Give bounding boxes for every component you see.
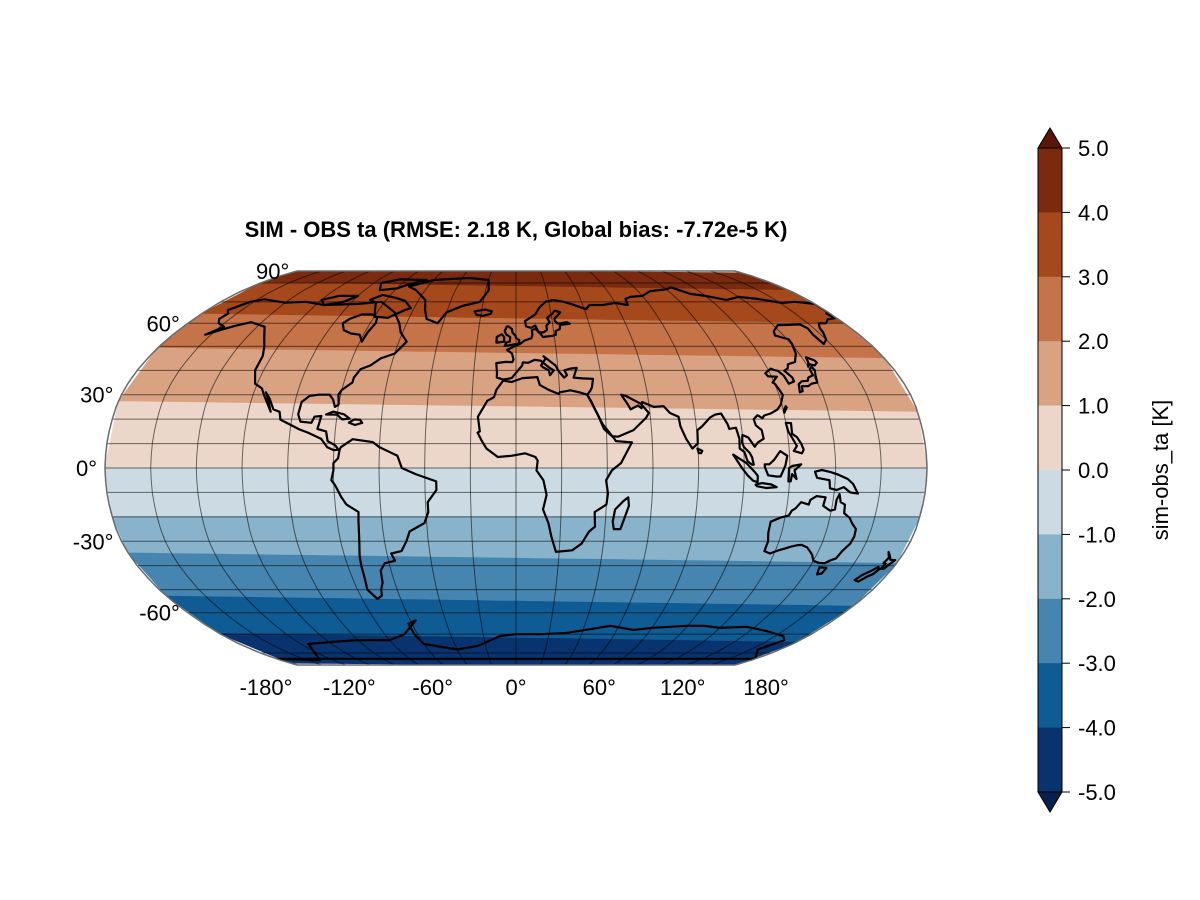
map-boundary	[104, 270, 928, 666]
longitude-tick-label: -60°	[412, 675, 453, 700]
coastline-path	[347, 418, 364, 427]
longitude-tick-label: 60°	[583, 675, 616, 700]
latitude-tick-labels: 90° 60° 30° 0° -30° -60°	[73, 259, 290, 626]
longitude-tick-labels: -180° -120° -60° 0° 60° 120° 180°	[240, 675, 789, 700]
coastline-path	[696, 447, 704, 455]
coastline-path	[495, 286, 837, 466]
colorbar-tick-label: 3.0	[1078, 265, 1109, 290]
coastline-path	[330, 438, 438, 601]
colorbar-level	[1038, 727, 1062, 793]
coastline-path	[473, 308, 493, 317]
colorbar-level	[1038, 148, 1062, 213]
longitude-tick-label: 0°	[505, 675, 526, 700]
coastline-path	[763, 493, 857, 565]
coastline-path	[476, 376, 633, 553]
meridian-line	[539, 271, 563, 665]
meridian-line	[378, 271, 444, 665]
colorbar-tick-labels: 5.0 4.0 3.0 2.0 1.0 0.0 -1.0 -2.0 -3.0 -4.0 -5.0	[1062, 136, 1116, 805]
coastline-path	[503, 325, 521, 348]
colorbar-level	[1038, 470, 1062, 535]
meridian-line	[710, 271, 882, 665]
longitude-tick-label: 120°	[660, 675, 706, 700]
coastline-path	[879, 550, 897, 570]
meridian-line	[195, 271, 347, 665]
coastline-path	[341, 313, 379, 343]
coastline-path	[320, 294, 360, 307]
coastline-path	[611, 496, 630, 531]
latitude-tick-label: 90°	[256, 259, 289, 284]
latitude-tick-label: -60°	[139, 601, 180, 626]
coastline-path	[732, 453, 759, 484]
meridian-line	[469, 271, 493, 665]
longitude-tick-label: 180°	[743, 675, 789, 700]
coastline-path	[538, 309, 571, 339]
coastlines	[204, 276, 897, 662]
colorbar	[1037, 127, 1063, 813]
meridian-line	[287, 271, 395, 665]
coastline-path	[378, 278, 428, 292]
colorbar-extend-top	[1037, 127, 1063, 149]
meridian-line	[685, 271, 837, 665]
coastline-path	[495, 333, 506, 344]
colorbar-tick-label: -4.0	[1078, 716, 1116, 741]
coastline-path	[324, 410, 351, 421]
colorbar-level	[1038, 276, 1062, 342]
latitude-tick-label: 60°	[147, 311, 180, 336]
latitude-tick-label: 30°	[80, 383, 113, 408]
colorbar-level	[1038, 405, 1062, 471]
colorbar-tick-label: 0.0	[1078, 458, 1109, 483]
map-title: SIM - OBS ta (RMSE: 2.18 K, Global bias:…	[245, 217, 788, 242]
meridian-line	[564, 271, 608, 665]
meridian-line	[637, 271, 745, 665]
meridian-line	[612, 271, 700, 665]
coastline-path	[787, 463, 803, 483]
coastline-path	[804, 356, 818, 368]
coastline-path	[853, 565, 881, 583]
latitude-tick-label: 0°	[76, 456, 97, 481]
colorbar-level	[1038, 341, 1062, 407]
coastline-path	[275, 619, 786, 662]
coastline-path	[754, 482, 778, 490]
colorbar-tick-label: -2.0	[1078, 587, 1116, 612]
colorbar-tick-label: 5.0	[1078, 136, 1109, 161]
colorbar-level	[1038, 212, 1062, 278]
colorbar-level	[1038, 534, 1062, 600]
meridian-line	[588, 271, 654, 665]
colorbar-tick-label: -5.0	[1078, 780, 1116, 805]
coastline-path	[813, 468, 859, 495]
colorbar-level	[1038, 598, 1062, 664]
coastline-path	[816, 566, 828, 576]
coastline-path	[782, 405, 788, 414]
latitude-tick-label: -30°	[73, 529, 114, 554]
meridian-line	[241, 271, 371, 665]
longitude-tick-label: -180°	[240, 675, 293, 700]
colorbar-level	[1038, 663, 1062, 729]
coastline-path	[797, 365, 819, 394]
meridian-line	[424, 271, 468, 665]
map-panel	[104, 270, 928, 666]
colorbar-tick-label: -3.0	[1078, 651, 1116, 676]
colorbar-tick-label: 2.0	[1078, 329, 1109, 354]
colorbar-tick-label: 4.0	[1078, 200, 1109, 225]
colorbar-label: sim-obs_ta [K]	[1148, 400, 1173, 541]
coastline-path	[369, 293, 412, 319]
coastline-path	[407, 276, 490, 325]
longitude-tick-label: -120°	[323, 675, 376, 700]
meridian-line	[150, 271, 322, 665]
colorbar-tick-label: -1.0	[1078, 522, 1116, 547]
coastline-path	[784, 421, 805, 455]
coastline-path	[763, 450, 789, 478]
colorbar-tick-label: 1.0	[1078, 394, 1109, 419]
colorbar-extend-bottom	[1037, 791, 1063, 813]
coastline-path	[204, 298, 408, 452]
